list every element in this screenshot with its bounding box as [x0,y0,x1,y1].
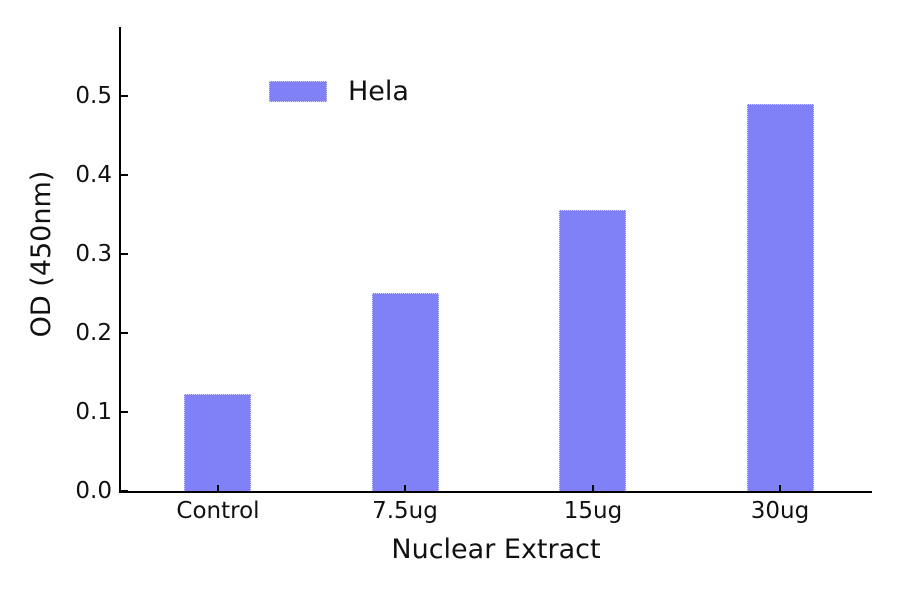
y-axis-line [119,27,121,493]
y-tick-label: 0.1 [75,399,112,425]
x-tick-label: Control [176,498,260,524]
x-tick-mark [592,485,594,491]
y-tick-label: 0.2 [75,320,112,346]
y-tick-label: 0.0 [75,478,112,504]
bar-30ug [747,104,814,491]
y-tick-mark [121,253,128,255]
y-tick-label: 0.3 [75,241,112,267]
x-axis-line [119,491,872,493]
x-tick-label: 30ug [750,498,810,524]
x-tick-label: 7.5ug [372,498,438,524]
y-tick-mark [121,174,128,176]
bar-control [184,394,251,491]
x-tick-mark [217,485,219,491]
y-tick-mark [121,332,128,334]
y-tick-label: 0.4 [75,162,112,188]
y-tick-mark [121,411,128,413]
y-tick-label: 0.5 [75,83,112,109]
y-tick-mark [121,95,128,97]
x-tick-mark [404,485,406,491]
legend-swatch-hela [269,80,327,102]
x-axis-title: Nuclear Extract [391,534,601,565]
plot-area: Hela [121,27,871,491]
legend: Hela [269,75,409,107]
bar-15ug [559,210,626,491]
bar-7-5ug [372,293,439,491]
x-tick-label: 15ug [563,498,623,524]
legend-label-hela: Hela [348,75,409,107]
x-tick-mark [779,485,781,491]
